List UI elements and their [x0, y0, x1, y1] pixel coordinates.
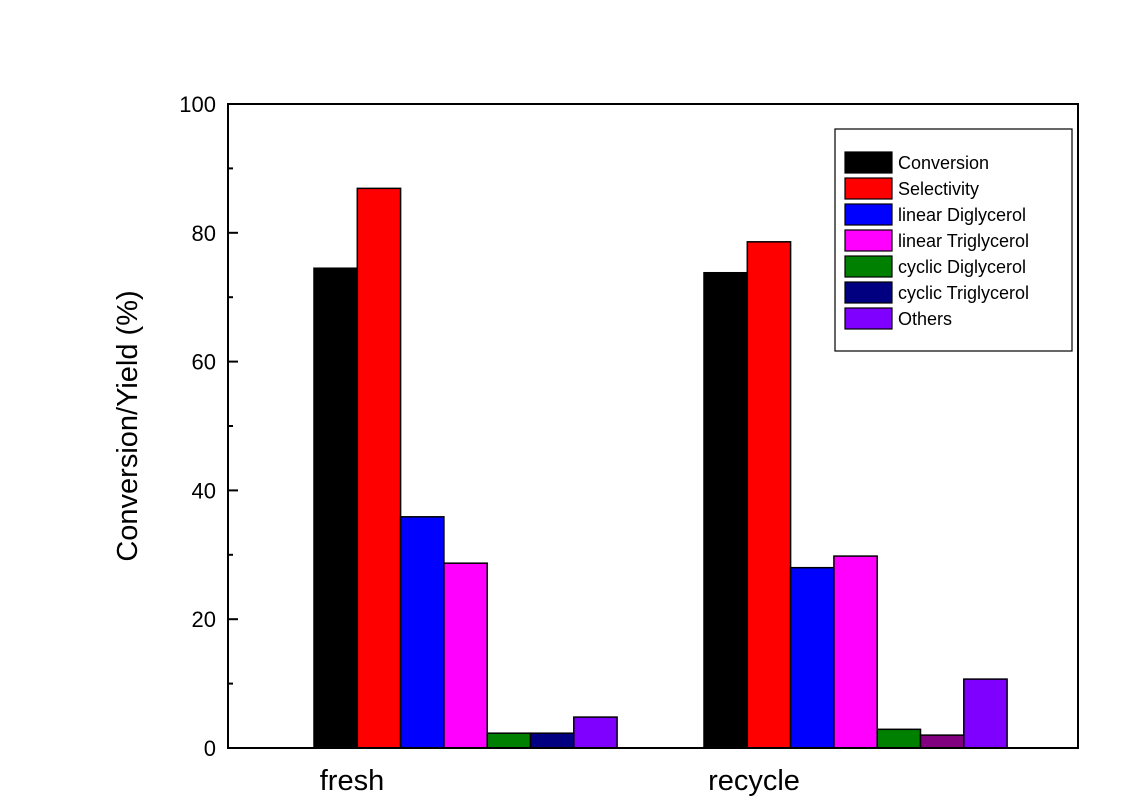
- legend-label: Conversion: [898, 153, 989, 173]
- bar-recycle-others: [963, 678, 1008, 749]
- legend-swatch: [844, 203, 893, 226]
- legend-swatch: [844, 307, 893, 330]
- bars: [313, 187, 1008, 749]
- legend-label: cyclic Diglycerol: [898, 257, 1026, 277]
- bar-fresh-cyclic-diglycerol: [486, 732, 532, 749]
- legend-swatch: [844, 229, 893, 252]
- bar-fresh-linear-triglycerol: [443, 562, 488, 749]
- legend-label: cyclic Triglycerol: [898, 283, 1029, 303]
- y-tick-label: 0: [204, 736, 216, 761]
- legend-swatch: [844, 177, 893, 200]
- legend-label: linear Diglycerol: [898, 205, 1026, 225]
- legend: Conversion Selectivity linear Diglycerol li…: [834, 128, 1073, 352]
- bar-fresh-others: [573, 716, 618, 749]
- y-axis-label: Conversion/Yield (%): [112, 290, 144, 561]
- legend-swatch: [844, 255, 893, 278]
- x-tick-label-fresh: fresh: [320, 765, 384, 797]
- bar-recycle-linear-diglycerol: [789, 566, 835, 749]
- bar-fresh-linear-diglycerol: [399, 516, 445, 749]
- legend-swatch: [844, 151, 893, 174]
- y-tick-label: 100: [179, 92, 216, 117]
- bar-fresh-conversion: [313, 267, 359, 749]
- x-tick-label-recycle: recycle: [708, 765, 800, 797]
- legend-label: Others: [898, 309, 952, 329]
- bar-fresh-selectivity: [356, 187, 402, 749]
- legend-label: Selectivity: [898, 179, 979, 199]
- bar-recycle-cyclic-triglycerol: [919, 734, 965, 749]
- y-tick-label: 20: [192, 607, 216, 632]
- y-tick-label: 60: [192, 350, 216, 375]
- bar-fresh-cyclic-triglycerol: [529, 732, 575, 749]
- y-tick-label: 80: [192, 221, 216, 246]
- y-axis: 0 20 40 60 80 100: [179, 92, 238, 761]
- bar-recycle-linear-triglycerol: [833, 555, 878, 749]
- y-tick-label: 40: [192, 478, 216, 503]
- legend-label: linear Triglycerol: [898, 231, 1029, 251]
- legend-swatch: [844, 281, 893, 304]
- bar-recycle-selectivity: [746, 241, 792, 749]
- bar-recycle-cyclic-diglycerol: [876, 728, 922, 749]
- bar-recycle-conversion: [703, 271, 749, 749]
